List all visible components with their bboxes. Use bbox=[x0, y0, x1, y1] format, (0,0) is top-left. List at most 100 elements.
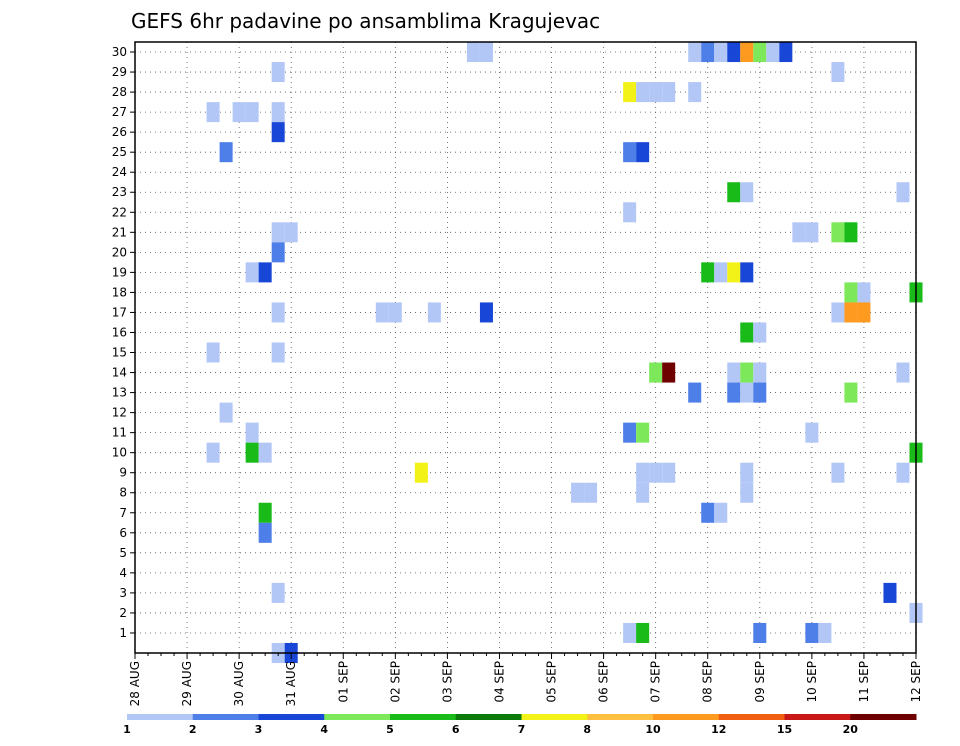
precip-cell bbox=[649, 462, 663, 483]
precip-cell bbox=[427, 302, 441, 323]
y-tick-label: 6 bbox=[119, 526, 127, 540]
y-tick-label: 19 bbox=[112, 265, 127, 279]
precip-cell bbox=[636, 462, 650, 483]
y-tick-label: 27 bbox=[112, 105, 127, 119]
y-tick-label: 4 bbox=[119, 566, 127, 580]
precip-cell bbox=[271, 302, 285, 323]
precip-cell bbox=[414, 462, 428, 483]
precip-cell bbox=[727, 262, 741, 283]
y-tick-label: 8 bbox=[119, 486, 127, 500]
precip-cell bbox=[740, 42, 754, 63]
legend-label: 20 bbox=[843, 723, 859, 736]
precip-cell bbox=[727, 42, 741, 63]
precip-cell bbox=[753, 622, 767, 643]
legend-swatch bbox=[455, 714, 522, 720]
precip-cell bbox=[688, 82, 702, 103]
y-tick-label: 10 bbox=[112, 446, 127, 460]
precip-cell bbox=[636, 82, 650, 103]
chart-title: GEFS 6hr padavine po ansamblima Kragujev… bbox=[131, 9, 600, 33]
y-tick-label: 5 bbox=[119, 546, 127, 560]
precip-cell bbox=[623, 622, 637, 643]
legend-label: 6 bbox=[452, 723, 460, 736]
precip-cell bbox=[714, 42, 728, 63]
precip-cell bbox=[232, 102, 246, 123]
cells-layer bbox=[206, 42, 923, 664]
precip-cell bbox=[271, 122, 285, 143]
precip-cell bbox=[636, 422, 650, 443]
precip-cell bbox=[792, 222, 806, 243]
precip-cell bbox=[740, 262, 754, 283]
legend-swatch bbox=[850, 714, 917, 720]
legend-swatch bbox=[784, 714, 851, 720]
precip-cell bbox=[219, 142, 233, 163]
precip-cell bbox=[740, 322, 754, 343]
x-tick-label: 03 SEP bbox=[440, 661, 454, 703]
precip-cell bbox=[375, 302, 389, 323]
precip-cell bbox=[831, 462, 845, 483]
x-tick-label: 04 SEP bbox=[492, 661, 506, 703]
precip-cell bbox=[831, 222, 845, 243]
legend-swatch bbox=[127, 714, 194, 720]
precip-cell bbox=[805, 422, 819, 443]
precip-cell bbox=[701, 262, 715, 283]
x-tick-label: 29 AUG bbox=[180, 661, 194, 706]
precip-cell bbox=[245, 422, 259, 443]
precip-cell bbox=[844, 282, 858, 303]
y-tick-label: 26 bbox=[112, 125, 127, 139]
precip-cell bbox=[805, 622, 819, 643]
precip-cell bbox=[245, 262, 259, 283]
x-tick-label: 10 SEP bbox=[805, 661, 819, 703]
precip-cell bbox=[623, 422, 637, 443]
precip-cell bbox=[623, 202, 637, 223]
precip-cell bbox=[857, 302, 871, 323]
precip-cell bbox=[245, 102, 259, 123]
x-tick-label: 11 SEP bbox=[857, 661, 871, 703]
precip-cell bbox=[206, 342, 220, 363]
x-tick-label: 05 SEP bbox=[545, 661, 559, 703]
precip-cell bbox=[753, 322, 767, 343]
y-tick-label: 13 bbox=[112, 386, 127, 400]
precip-cell bbox=[714, 502, 728, 523]
precip-cell bbox=[388, 302, 402, 323]
x-tick-label: 02 SEP bbox=[388, 661, 402, 703]
x-tick-label: 01 SEP bbox=[336, 661, 350, 703]
precip-cell bbox=[753, 42, 767, 63]
y-tick-label: 1 bbox=[119, 626, 127, 640]
precip-cell bbox=[701, 42, 715, 63]
precip-cell bbox=[662, 462, 676, 483]
precip-cell bbox=[623, 82, 637, 103]
precip-cell bbox=[649, 362, 663, 383]
legend-swatch bbox=[258, 714, 325, 720]
y-tick-label: 24 bbox=[112, 165, 127, 179]
y-tick-label: 16 bbox=[112, 325, 127, 339]
precip-cell bbox=[688, 382, 702, 403]
y-tick-label: 30 bbox=[112, 45, 127, 59]
precip-cell bbox=[206, 442, 220, 463]
precip-cell bbox=[844, 302, 858, 323]
x-tick-label: 06 SEP bbox=[597, 661, 611, 703]
precip-cell bbox=[636, 142, 650, 163]
y-tick-label: 18 bbox=[112, 285, 127, 299]
y-tick-label: 12 bbox=[112, 406, 127, 420]
precip-cell bbox=[818, 622, 832, 643]
precip-cell bbox=[636, 622, 650, 643]
precip-cell bbox=[740, 462, 754, 483]
precip-cell bbox=[271, 102, 285, 123]
precip-cell bbox=[206, 102, 220, 123]
legend-label: 15 bbox=[777, 723, 792, 736]
legend-swatch bbox=[587, 714, 654, 720]
y-tick-label: 17 bbox=[112, 305, 127, 319]
precip-cell bbox=[753, 382, 767, 403]
legend-swatch bbox=[390, 714, 457, 720]
precip-cell bbox=[844, 382, 858, 403]
precip-cell bbox=[766, 42, 780, 63]
y-tick-label: 3 bbox=[119, 586, 127, 600]
precip-cell bbox=[701, 502, 715, 523]
precip-cell bbox=[636, 482, 650, 503]
y-tick-label: 11 bbox=[112, 426, 127, 440]
precip-cell bbox=[740, 382, 754, 403]
legend-label: 3 bbox=[255, 723, 263, 736]
precip-cell bbox=[245, 442, 259, 463]
precip-cell bbox=[662, 362, 676, 383]
